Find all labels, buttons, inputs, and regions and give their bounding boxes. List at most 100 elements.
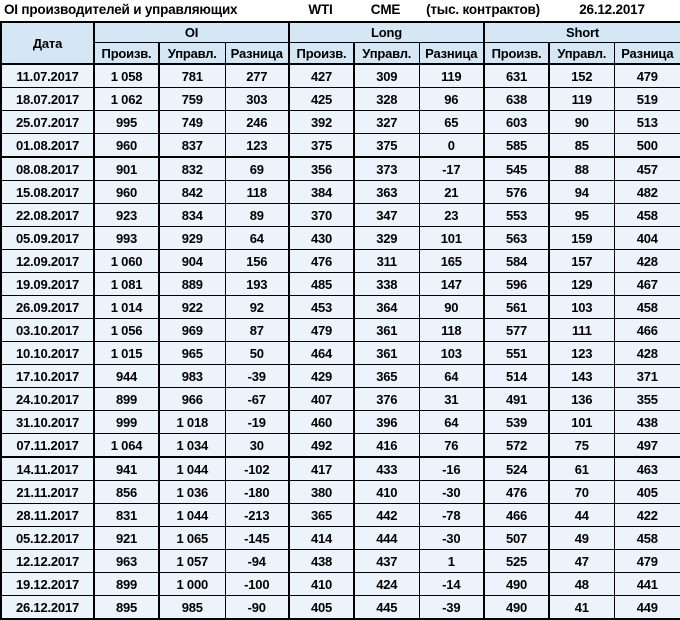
oi-producers-cell: 923 bbox=[93, 203, 160, 227]
sub-header-row: Произв. Управл. Разница Произв. Управл. … bbox=[1, 42, 680, 65]
short-producers-cell: 507 bbox=[483, 526, 550, 550]
long-producers-cell: 365 bbox=[288, 503, 355, 527]
oi-producers-cell: 1 081 bbox=[93, 272, 160, 296]
short-managers-cell: 48 bbox=[548, 572, 615, 596]
table-row: 08.08.2017 901 832 69 356 373 -17 545 88 457 bbox=[0, 156, 680, 181]
short-managers-header: Управл. bbox=[548, 42, 615, 65]
short-producers-cell: 524 bbox=[483, 456, 550, 481]
long-difference-cell: 0 bbox=[418, 133, 485, 158]
date-cell: 12.12.2017 bbox=[0, 549, 95, 573]
short-difference-cell: 428 bbox=[613, 341, 680, 365]
oi-managers-cell: 889 bbox=[158, 272, 226, 296]
instrument-label: WTI bbox=[308, 2, 333, 17]
long-managers-cell: 363 bbox=[353, 180, 420, 204]
long-managers-cell: 309 bbox=[353, 63, 420, 88]
short-producers-cell: 603 bbox=[483, 110, 550, 134]
short-difference-cell: 500 bbox=[613, 133, 680, 158]
short-producers-cell: 638 bbox=[483, 87, 550, 111]
report-title: OI производителей и управляющих bbox=[4, 2, 238, 17]
short-managers-cell: 136 bbox=[548, 387, 615, 411]
short-difference-cell: 457 bbox=[613, 156, 680, 181]
oi-producers-cell: 960 bbox=[93, 180, 160, 204]
short-difference-cell: 463 bbox=[613, 456, 680, 481]
oi-difference-header: Разница bbox=[224, 42, 290, 65]
long-managers-cell: 433 bbox=[353, 456, 420, 481]
oi-producers-cell: 1 060 bbox=[93, 249, 160, 273]
oi-difference-cell: 303 bbox=[224, 87, 290, 111]
long-difference-cell: 64 bbox=[418, 410, 485, 434]
oi-difference-cell: 123 bbox=[224, 133, 290, 158]
cot-table: Дата OI Long Short Произв. Управл. Разни… bbox=[0, 21, 680, 620]
long-difference-cell: -30 bbox=[418, 480, 485, 504]
short-managers-cell: 95 bbox=[548, 203, 615, 227]
long-difference-cell: 147 bbox=[418, 272, 485, 296]
long-producers-cell: 405 bbox=[288, 595, 355, 620]
oi-difference-cell: 92 bbox=[224, 295, 290, 319]
oi-managers-cell: 842 bbox=[158, 180, 226, 204]
oi-producers-cell: 895 bbox=[93, 595, 160, 620]
oi-producers-cell: 1 056 bbox=[93, 318, 160, 342]
date-cell: 19.12.2017 bbox=[0, 572, 95, 596]
oi-difference-cell: 69 bbox=[224, 156, 290, 181]
long-managers-header: Управл. bbox=[353, 42, 420, 65]
date-cell: 26.12.2017 bbox=[0, 595, 95, 620]
long-difference-cell: -30 bbox=[418, 526, 485, 550]
oi-producers-cell: 899 bbox=[93, 387, 160, 411]
date-cell: 05.12.2017 bbox=[0, 526, 95, 550]
long-managers-cell: 375 bbox=[353, 133, 420, 158]
short-producers-cell: 553 bbox=[483, 203, 550, 227]
oi-difference-cell: 118 bbox=[224, 180, 290, 204]
short-difference-cell: 441 bbox=[613, 572, 680, 596]
date-cell: 21.11.2017 bbox=[0, 480, 95, 504]
long-difference-cell: -17 bbox=[418, 156, 485, 181]
table-row: 05.09.2017 993 929 64 430 329 101 563 159 404 bbox=[0, 226, 680, 250]
short-difference-cell: 458 bbox=[613, 295, 680, 319]
long-producers-cell: 417 bbox=[288, 456, 355, 481]
oi-managers-cell: 1 044 bbox=[158, 503, 226, 527]
short-difference-cell: 497 bbox=[613, 433, 680, 458]
oi-producers-header: Произв. bbox=[93, 42, 160, 65]
long-difference-cell: 119 bbox=[418, 63, 485, 88]
table-row: 24.10.2017 899 966 -67 407 376 31 491 136 355 bbox=[0, 387, 680, 411]
date-cell: 25.07.2017 bbox=[0, 110, 95, 134]
short-managers-cell: 49 bbox=[548, 526, 615, 550]
table-row: 26.09.2017 1 014 922 92 453 364 90 561 103 458 bbox=[0, 295, 680, 319]
group-header-row: Дата OI Long Short bbox=[0, 21, 680, 65]
date-cell: 08.08.2017 bbox=[0, 156, 95, 181]
short-producers-cell: 476 bbox=[483, 480, 550, 504]
short-difference-header: Разница bbox=[613, 42, 680, 65]
long-producers-cell: 427 bbox=[288, 63, 355, 88]
long-managers-cell: 364 bbox=[353, 295, 420, 319]
date-column-header: Дата bbox=[0, 21, 95, 65]
short-managers-cell: 94 bbox=[548, 180, 615, 204]
long-difference-cell: -16 bbox=[418, 456, 485, 481]
table-row: 22.08.2017 923 834 89 370 347 23 553 95 458 bbox=[0, 203, 680, 227]
short-producers-cell: 572 bbox=[483, 433, 550, 458]
table-row: 18.07.2017 1 062 759 303 425 328 96 638 119 519 bbox=[0, 87, 680, 111]
oi-managers-cell: 969 bbox=[158, 318, 226, 342]
long-producers-cell: 453 bbox=[288, 295, 355, 319]
short-managers-cell: 111 bbox=[548, 318, 615, 342]
long-managers-cell: 416 bbox=[353, 433, 420, 458]
oi-managers-cell: 1 034 bbox=[158, 433, 226, 458]
title-bar: OI производителей и управляющих WTI CME … bbox=[0, 0, 680, 21]
table-row: 15.08.2017 960 842 118 384 363 21 576 94 482 bbox=[0, 180, 680, 204]
long-managers-cell: 373 bbox=[353, 156, 420, 181]
short-difference-cell: 428 bbox=[613, 249, 680, 273]
long-managers-cell: 376 bbox=[353, 387, 420, 411]
date-cell: 22.08.2017 bbox=[0, 203, 95, 227]
table-row: 10.10.2017 1 015 965 50 464 361 103 551 123 428 bbox=[0, 341, 680, 365]
short-producers-cell: 539 bbox=[483, 410, 550, 434]
oi-difference-cell: -145 bbox=[224, 526, 290, 550]
oi-difference-cell: 89 bbox=[224, 203, 290, 227]
oi-managers-cell: 1 036 bbox=[158, 480, 226, 504]
oi-managers-cell: 985 bbox=[158, 595, 226, 620]
long-managers-cell: 442 bbox=[353, 503, 420, 527]
table-row: 19.09.2017 1 081 889 193 485 338 147 596 129 467 bbox=[0, 272, 680, 296]
oi-producers-cell: 995 bbox=[93, 110, 160, 134]
group-header-short: Short bbox=[483, 21, 680, 43]
long-difference-cell: 118 bbox=[418, 318, 485, 342]
oi-managers-cell: 837 bbox=[158, 133, 226, 158]
short-producers-cell: 545 bbox=[483, 156, 550, 181]
short-managers-cell: 157 bbox=[548, 249, 615, 273]
